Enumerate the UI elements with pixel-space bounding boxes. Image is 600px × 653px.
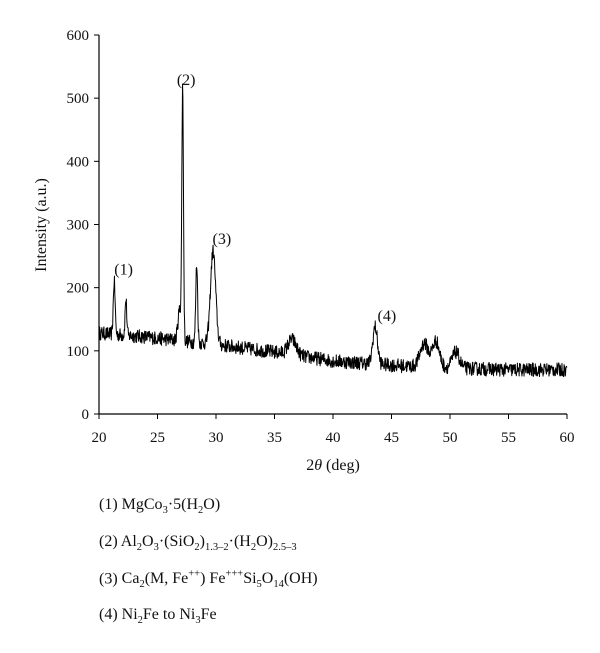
legend-index: (2) — [99, 532, 118, 550]
axes: 0 100 200 300 400 500 600 20 25 30 35 40 45 50 55 60 — [67, 28, 575, 446]
peak-labels: (1) (2) (3) (4) — [114, 72, 396, 325]
x-axis-title: 2θ (deg) — [306, 457, 360, 474]
y-tick-label: 600 — [67, 28, 90, 44]
x-tick-label: 50 — [443, 430, 458, 446]
peak-label: (2) — [177, 72, 196, 89]
y-tick-label: 300 — [67, 218, 90, 234]
x-tick-label: 35 — [267, 430, 282, 446]
x-tick-label: 45 — [384, 430, 399, 446]
x-axis-title-prefix: 2 — [306, 457, 314, 474]
legend-item-1: (1) MgCo3·5(H2O) — [99, 497, 318, 523]
legend-item-3: (3) Ca2(M, Fe++) Fe+++Si5O14(OH) — [99, 569, 318, 596]
legend-index: (4) — [99, 605, 118, 623]
peak-label: (1) — [114, 261, 133, 278]
y-tick-label: 100 — [67, 344, 90, 360]
compound-legend: (1) MgCo3·5(H2O) (2) Al2O3·(SiO2)1.3–2·(… — [99, 497, 318, 643]
y-tick-label: 0 — [82, 407, 90, 423]
legend-index: (1) — [99, 496, 118, 513]
legend-item-4: (4) Ni2Fe to Ni3Fe — [99, 605, 318, 633]
x-axis-title-suffix: (deg) — [322, 457, 360, 474]
x-tick-label: 25 — [150, 430, 165, 446]
y-tick-label: 200 — [67, 281, 90, 297]
legend-index: (3) — [99, 570, 118, 588]
legend-formula: Ni2Fe to Ni3Fe — [121, 605, 217, 626]
peak-label: (3) — [213, 231, 232, 248]
y-tick-label: 400 — [67, 154, 90, 170]
x-axis-title-symbol: θ — [314, 457, 322, 474]
legend-formula: Ca2(M, Fe++) Fe+++Si5O14(OH) — [121, 569, 318, 591]
x-tick-label: 30 — [209, 430, 224, 446]
legend-formula: MgCo3·5(H2O) — [121, 496, 221, 517]
legend-formula: Al2O3·(SiO2)1.3–2·(H2O)2.5–3 — [120, 532, 297, 553]
y-tick-label: 500 — [67, 91, 90, 107]
x-tick-label: 60 — [560, 430, 575, 446]
series-group — [98, 83, 568, 378]
x-tick-label: 55 — [501, 430, 516, 446]
xrd-series-line — [98, 83, 568, 378]
x-tick-label: 40 — [326, 430, 341, 446]
xrd-chart: 0 100 200 300 400 500 600 20 25 30 35 40 45 50 55 60 (1… — [33, 28, 575, 474]
peak-label: (4) — [377, 308, 396, 325]
x-tick-label: 20 — [92, 430, 107, 446]
legend-item-2: (2) Al2O3·(SiO2)1.3–2·(H2O)2.5–3 — [99, 532, 318, 560]
y-axis-title: Intensity (a.u.) — [33, 178, 50, 272]
